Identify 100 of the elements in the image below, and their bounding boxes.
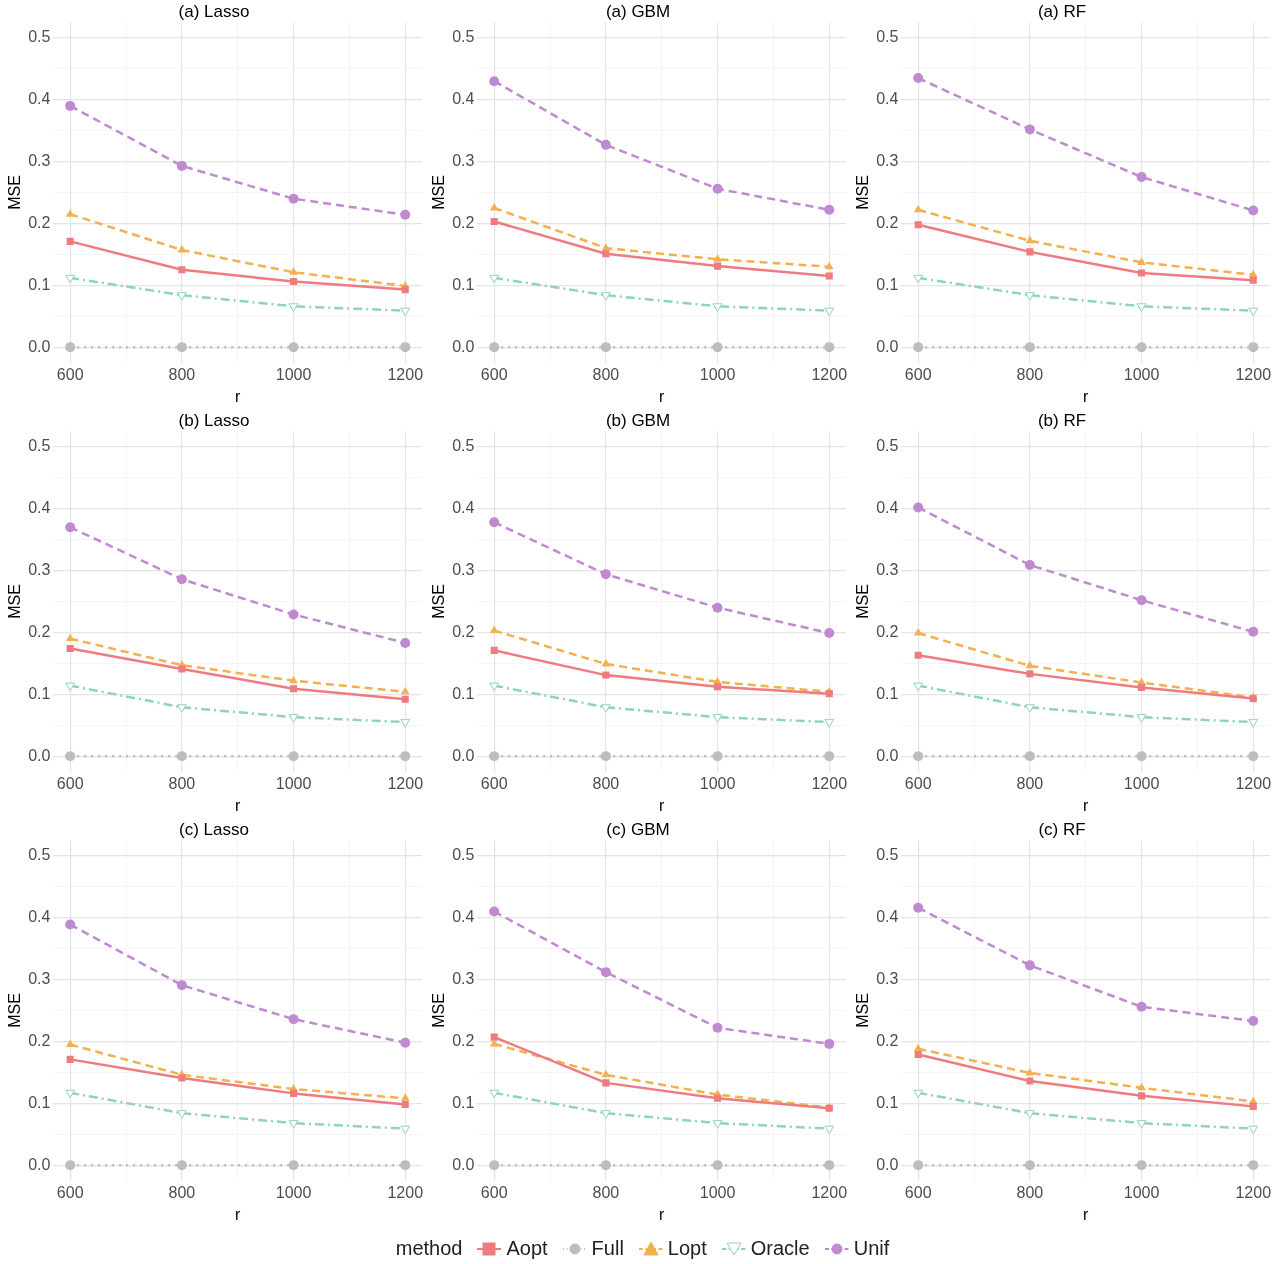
y-tick-label: 0.4: [452, 499, 475, 517]
x-tick-label: 1000: [1123, 774, 1160, 792]
y-axis-title: MSE: [854, 175, 872, 210]
x-tick-label: 1000: [275, 1183, 312, 1201]
x-axis-title: r: [659, 796, 666, 814]
y-tick-label: 0.0: [452, 337, 475, 355]
y-tick-label: 0.1: [452, 1093, 475, 1111]
x-axis-title: r: [659, 1205, 666, 1223]
y-tick-label: 0.0: [452, 1155, 475, 1173]
chart-title: (c) RF: [1038, 819, 1086, 839]
y-tick-label: 0.3: [452, 969, 475, 987]
y-axis-title: MSE: [430, 993, 448, 1028]
y-tick-label: 0.0: [28, 337, 51, 355]
x-axis-title: r: [1083, 796, 1090, 814]
chart-title: (a) RF: [1037, 1, 1087, 21]
legend-label: Aopt: [506, 1237, 548, 1260]
y-tick-label: 0.1: [452, 275, 475, 293]
y-tick-label: 0.1: [876, 275, 899, 293]
x-tick-label: 800: [592, 1183, 620, 1201]
y-tick-label: 0.1: [28, 1093, 51, 1111]
chart-title: (b) RF: [1037, 410, 1087, 430]
y-tick-label: 0.5: [28, 846, 51, 864]
y-tick-label: 0.2: [452, 622, 475, 640]
y-tick-label: 0.2: [452, 213, 475, 231]
y-tick-label: 0.3: [28, 151, 51, 169]
x-axis-title: r: [235, 796, 242, 814]
x-tick-label: 600: [56, 774, 84, 792]
y-axis-title: MSE: [854, 584, 872, 619]
chart-title: (c) Lasso: [179, 819, 249, 839]
x-tick-label: 600: [56, 1183, 84, 1201]
y-tick-label: 0.3: [452, 151, 475, 169]
legend-label: Oracle: [750, 1237, 810, 1260]
x-tick-label: 800: [1016, 1183, 1044, 1201]
x-tick-label: 1200: [387, 1183, 424, 1201]
chart-title: (b) Lasso: [178, 410, 250, 430]
y-tick-label: 0.4: [28, 90, 51, 108]
y-tick-label: 0.2: [876, 622, 899, 640]
y-tick-label: 0.3: [28, 560, 51, 578]
y-axis-title: MSE: [6, 993, 24, 1028]
y-tick-label: 0.1: [452, 684, 475, 702]
x-axis-title: r: [1083, 387, 1090, 405]
x-tick-label: 1000: [699, 774, 736, 792]
x-tick-label: 800: [1016, 365, 1044, 383]
x-tick-label: 1000: [275, 774, 312, 792]
y-tick-label: 0.3: [876, 969, 899, 987]
x-tick-label: 1200: [811, 774, 848, 792]
y-tick-label: 0.0: [876, 337, 899, 355]
y-tick-label: 0.3: [876, 151, 899, 169]
y-tick-label: 0.0: [28, 746, 51, 764]
x-tick-label: 1200: [387, 774, 424, 792]
y-tick-label: 0.5: [28, 437, 51, 455]
x-tick-label: 800: [168, 365, 196, 383]
x-tick-label: 1000: [1123, 365, 1160, 383]
y-tick-label: 0.2: [876, 213, 899, 231]
x-axis-title: r: [235, 1205, 242, 1223]
x-tick-label: 1200: [1235, 365, 1272, 383]
y-tick-label: 0.4: [876, 499, 899, 517]
x-tick-label: 1200: [1235, 774, 1272, 792]
y-tick-label: 0.5: [452, 437, 475, 455]
y-tick-label: 0.2: [28, 213, 51, 231]
x-tick-label: 800: [592, 365, 620, 383]
y-tick-label: 0.2: [452, 1031, 475, 1049]
y-tick-label: 0.3: [452, 560, 475, 578]
y-tick-label: 0.4: [452, 90, 475, 108]
x-tick-label: 1200: [387, 365, 424, 383]
y-tick-label: 0.0: [452, 746, 475, 764]
y-tick-label: 0.5: [876, 437, 899, 455]
x-axis-title: r: [659, 387, 666, 405]
y-tick-label: 0.5: [452, 846, 475, 864]
x-tick-label: 1200: [1235, 1183, 1272, 1201]
y-tick-label: 0.2: [28, 1031, 51, 1049]
x-tick-label: 1000: [275, 365, 312, 383]
y-tick-label: 0.1: [28, 275, 51, 293]
y-tick-label: 0.5: [452, 28, 475, 46]
y-tick-label: 0.5: [876, 846, 899, 864]
y-axis-title: MSE: [430, 175, 448, 210]
legend-label: Lopt: [667, 1237, 707, 1260]
x-tick-label: 600: [480, 365, 508, 383]
x-tick-label: 1000: [699, 365, 736, 383]
y-tick-label: 0.4: [28, 499, 51, 517]
y-tick-label: 0.4: [452, 908, 475, 926]
y-axis-title: MSE: [430, 584, 448, 619]
y-tick-label: 0.1: [876, 684, 899, 702]
legend-title: method: [395, 1237, 463, 1260]
y-tick-label: 0.5: [876, 28, 899, 46]
y-axis-title: MSE: [854, 993, 872, 1028]
x-tick-label: 800: [168, 774, 196, 792]
x-axis-title: r: [1083, 1205, 1090, 1223]
y-tick-label: 0.2: [876, 1031, 899, 1049]
y-tick-label: 0.4: [876, 90, 899, 108]
x-tick-label: 600: [904, 365, 932, 383]
chart-title: (a) GBM: [605, 1, 671, 21]
y-tick-label: 0.3: [876, 560, 899, 578]
y-tick-label: 0.5: [28, 28, 51, 46]
x-tick-label: 1200: [811, 365, 848, 383]
chart-title: (a) Lasso: [178, 1, 250, 21]
legend-label: Full: [591, 1237, 624, 1260]
y-tick-label: 0.0: [876, 746, 899, 764]
y-tick-label: 0.3: [28, 969, 51, 987]
x-tick-label: 800: [592, 774, 620, 792]
